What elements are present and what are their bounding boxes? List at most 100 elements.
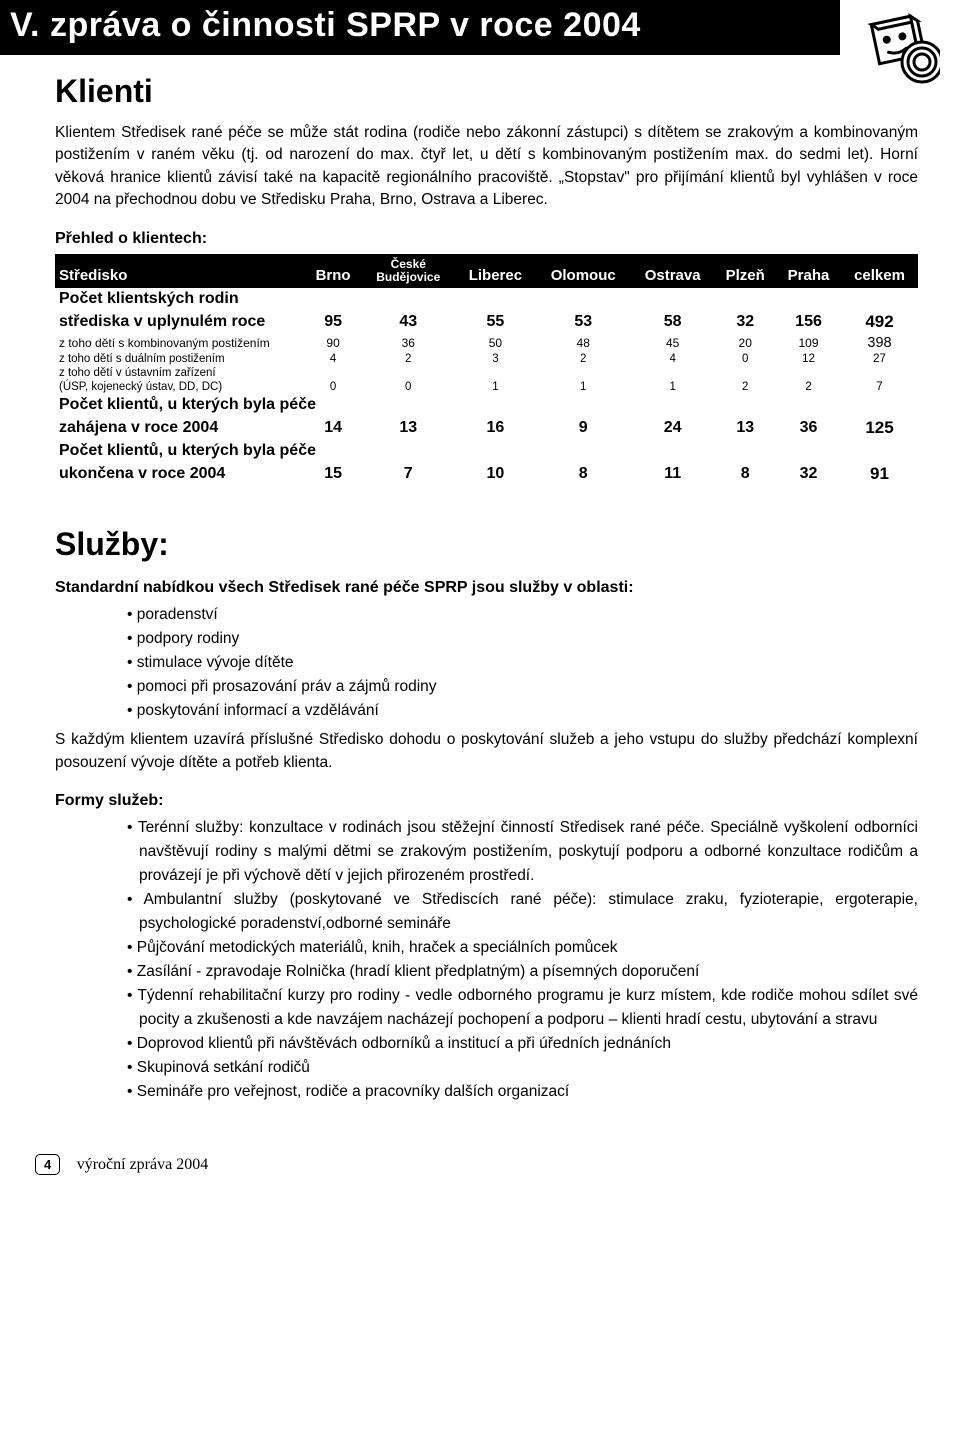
cell: 13: [361, 416, 455, 440]
logo-icon: [850, 0, 940, 90]
row-label: Počet klientských rodin: [55, 288, 918, 310]
th-olomouc: Olomouc: [536, 254, 631, 288]
table-row: ukončena v roce 20041571081183291: [55, 462, 918, 486]
th-liberec: Liberec: [455, 254, 535, 288]
cell: 90: [305, 334, 361, 352]
cell: 109: [776, 334, 841, 352]
cell: 0: [361, 380, 455, 394]
table-row: z toho dětí s kombinovaným postižením903…: [55, 334, 918, 352]
services-bullets-2: Terénní služby: konzultace v rodinách js…: [55, 816, 918, 1104]
cell: 55: [455, 310, 535, 334]
row-label: z toho dětí s kombinovaným postižením: [55, 334, 305, 352]
row-label: Počet klientů, u kterých byla péče: [55, 440, 918, 462]
cell: 3: [455, 352, 535, 366]
cell: 43: [361, 310, 455, 334]
cell: 4: [305, 352, 361, 366]
table-overview-label: Přehled o klientech:: [55, 230, 918, 248]
cell: 11: [631, 462, 714, 486]
cell: 45: [631, 334, 714, 352]
cell: 4: [631, 352, 714, 366]
th-ostrava: Ostrava: [631, 254, 714, 288]
list-item: Týdenní rehabilitační kurzy pro rodiny -…: [127, 984, 918, 1032]
row-label: Počet klientů, u kterých byla péče: [55, 394, 918, 416]
cell: 27: [841, 352, 918, 366]
table-row: z toho dětí v ústavním zařízení: [55, 366, 918, 380]
th-plzen: Plzeň: [714, 254, 776, 288]
list-item: podpory rodiny: [127, 627, 918, 651]
table-row: Počet klientů, u kterých byla péče: [55, 440, 918, 462]
cell: 2: [361, 352, 455, 366]
clients-table: Středisko Brno ČeskéBudějovice Liberec O…: [55, 254, 918, 486]
cell: 2: [536, 352, 631, 366]
list-item: Semináře pro veřejnost, rodiče a pracovn…: [127, 1080, 918, 1104]
th-ceske-budejovice: ČeskéBudějovice: [361, 254, 455, 288]
table-row: Počet klientských rodin: [55, 288, 918, 310]
cell: 48: [536, 334, 631, 352]
cell: 2: [776, 380, 841, 394]
table-row: střediska v uplynulém roce95435553583215…: [55, 310, 918, 334]
cell: 2: [714, 380, 776, 394]
cell: 1: [631, 380, 714, 394]
list-item: Ambulantní služby (poskytované ve Středi…: [127, 888, 918, 936]
th-praha: Praha: [776, 254, 841, 288]
footer-text: výroční zpráva 2004: [77, 1156, 209, 1174]
cell: 36: [361, 334, 455, 352]
list-item: Doprovod klientů při návštěvách odborník…: [127, 1032, 918, 1056]
cell: 156: [776, 310, 841, 334]
intro-paragraph: Klientem Středisek rané péče se může stá…: [55, 122, 918, 212]
section-heading-services: Služby:: [55, 526, 918, 563]
services-follow-text: S každým klientem uzavírá příslušné Stře…: [55, 729, 918, 774]
cell: 7: [841, 380, 918, 394]
section-heading-clients: Klienti: [55, 73, 918, 110]
th-celkem: celkem: [841, 254, 918, 288]
cell: 95: [305, 310, 361, 334]
row-label: střediska v uplynulém roce: [55, 310, 305, 334]
row-label: zahájena v roce 2004: [55, 416, 305, 440]
table-header-row: Středisko Brno ČeskéBudějovice Liberec O…: [55, 254, 918, 288]
table-row: zahájena v roce 20041413169241336125: [55, 416, 918, 440]
cell: 7: [361, 462, 455, 486]
list-item: pomoci při prosazování práv a zájmů rodi…: [127, 675, 918, 699]
list-item: Terénní služby: konzultace v rodinách js…: [127, 816, 918, 888]
page-footer: 4 výroční zpráva 2004: [35, 1154, 918, 1175]
cell: 12: [776, 352, 841, 366]
th-stredisko: Středisko: [55, 254, 305, 288]
cell: 53: [536, 310, 631, 334]
cell: 32: [776, 462, 841, 486]
cell: 0: [714, 352, 776, 366]
cell: 16: [455, 416, 535, 440]
cell: 24: [631, 416, 714, 440]
row-label: ukončena v roce 2004: [55, 462, 305, 486]
cell: 492: [841, 310, 918, 334]
cell: 1: [455, 380, 535, 394]
cell: 13: [714, 416, 776, 440]
cell: 398: [841, 334, 918, 352]
list-item: stimulace vývoje dítěte: [127, 651, 918, 675]
page-title: V. zpráva o činnosti SPRP v roce 2004: [0, 0, 840, 55]
cell: 58: [631, 310, 714, 334]
cell: 125: [841, 416, 918, 440]
cell: 15: [305, 462, 361, 486]
services-lead-1: Standardní nabídkou všech Středisek rané…: [55, 579, 918, 597]
cell: 0: [305, 380, 361, 394]
list-item: Skupinová setkání rodičů: [127, 1056, 918, 1080]
cell: 50: [455, 334, 535, 352]
page-number: 4: [35, 1154, 60, 1175]
row-label: (ÚSP, kojenecký ústav, DD, DC): [55, 380, 305, 394]
table-row: z toho dětí s duálním postižením42324012…: [55, 352, 918, 366]
cell: 14: [305, 416, 361, 440]
cell: 8: [536, 462, 631, 486]
cell: 10: [455, 462, 535, 486]
th-brno: Brno: [305, 254, 361, 288]
table-row: Počet klientů, u kterých byla péče: [55, 394, 918, 416]
cell: 20: [714, 334, 776, 352]
cell: 1: [536, 380, 631, 394]
cell: 36: [776, 416, 841, 440]
services-bullets-1: poradenstvípodpory rodinystimulace vývoj…: [55, 603, 918, 723]
list-item: poskytování informací a vzdělávání: [127, 699, 918, 723]
list-item: Zasílání - zpravodaje Rolnička (hradí kl…: [127, 960, 918, 984]
row-label: z toho dětí s duálním postižením: [55, 352, 305, 366]
list-item: Půjčování metodických materiálů, knih, h…: [127, 936, 918, 960]
cell: 9: [536, 416, 631, 440]
list-item: poradenství: [127, 603, 918, 627]
